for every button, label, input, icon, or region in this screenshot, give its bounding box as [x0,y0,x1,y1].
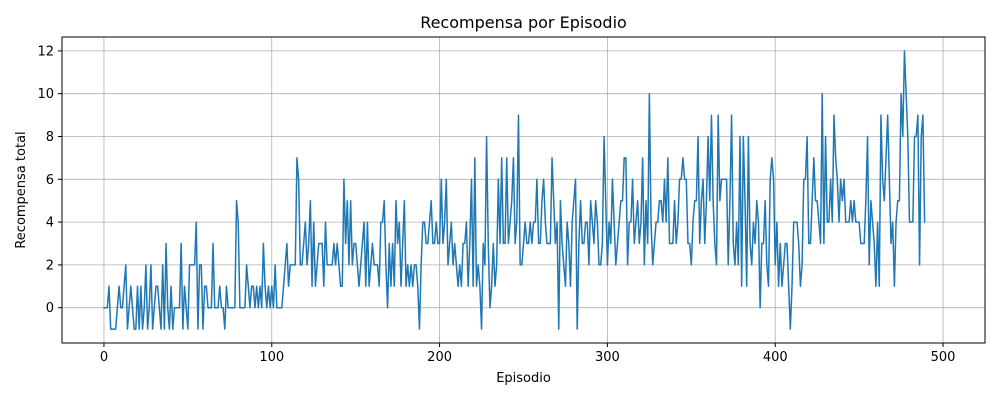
x-axis-label: Episodio [496,371,551,386]
plot-frame [61,36,986,344]
y-tick-label: 2 [46,258,54,273]
x-tick-label: 200 [427,350,452,365]
y-tick-label: 6 [46,173,54,188]
x-tick-label: 100 [259,350,284,365]
y-tick-label: 10 [37,87,54,102]
y-tick-label: 8 [46,130,54,145]
x-tick-label: 400 [763,350,788,365]
x-tick-label: 0 [100,350,108,365]
y-axis-label: Recompensa total [14,131,29,248]
x-tick-label: 500 [931,350,956,365]
y-tick-label: 0 [46,301,54,316]
x-tick-label: 300 [595,350,620,365]
series-layer [103,50,926,330]
y-tick-label: 12 [37,44,54,59]
reward-series-line [103,50,926,330]
y-tick-label: 4 [46,216,54,231]
chart-title: Recompensa por Episodio [420,13,627,32]
ticks: 0 100 200 300 400 500 0 2 4 6 8 10 12 [37,44,955,365]
